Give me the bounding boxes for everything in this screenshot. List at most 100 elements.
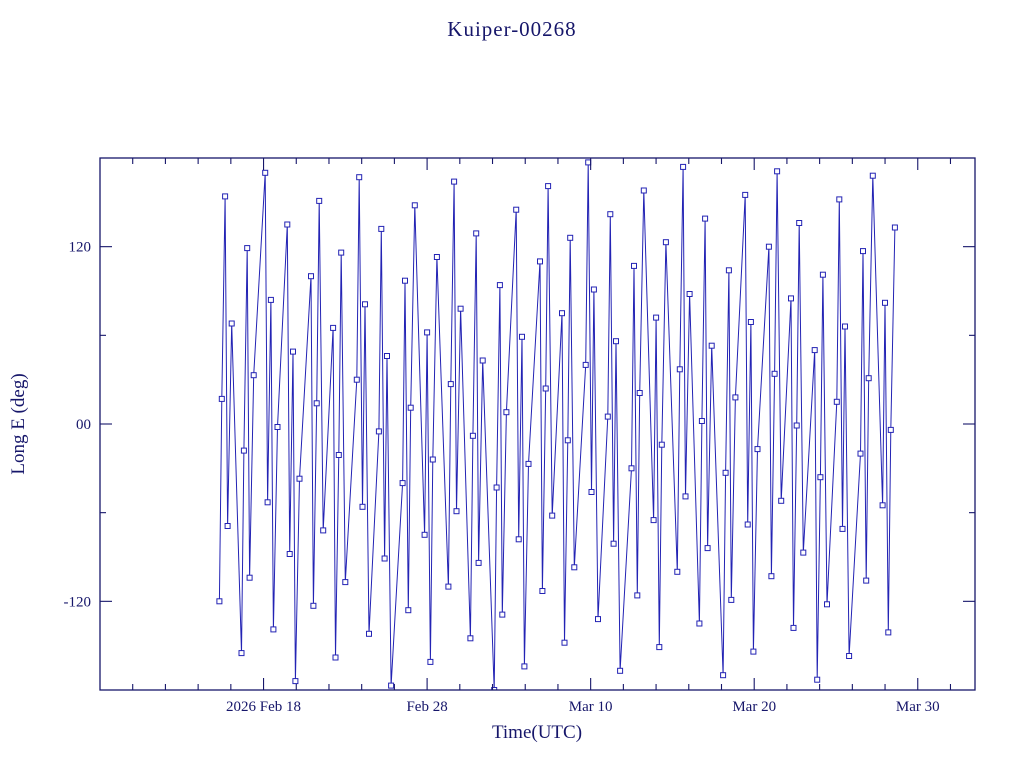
- data-point-marker: [650, 517, 657, 524]
- data-point-marker: [359, 503, 366, 510]
- data-point-marker: [857, 450, 864, 457]
- data-point-marker: [842, 323, 848, 330]
- data-point-marker: [863, 577, 870, 584]
- data-point-marker: [475, 559, 482, 566]
- data-point-marker: [445, 583, 452, 590]
- data-point-marker: [479, 357, 486, 364]
- data-point-marker: [313, 400, 320, 407]
- data-point-marker: [860, 248, 866, 255]
- data-point-marker: [525, 460, 532, 467]
- data-point-marker: [754, 446, 761, 453]
- data-point-marker: [270, 626, 277, 633]
- data-point-marker: [549, 512, 556, 519]
- data-point-marker: [338, 249, 345, 256]
- data-point-marker: [473, 230, 480, 237]
- data-point-marker: [662, 239, 669, 246]
- data-point-marker: [793, 422, 800, 429]
- data-point-marker: [742, 191, 749, 198]
- data-point-marker: [218, 395, 225, 402]
- y-tick-label: -120: [64, 594, 92, 610]
- data-point-marker: [216, 598, 223, 605]
- y-tick-label: 00: [76, 417, 91, 433]
- data-point-marker: [264, 499, 271, 506]
- data-point-marker: [353, 376, 360, 383]
- data-point-marker: [628, 465, 635, 472]
- data-point-marker: [267, 296, 274, 303]
- data-point-marker: [332, 654, 339, 661]
- data-point-marker: [519, 333, 525, 340]
- x-tick-label: Mar 10: [569, 699, 613, 715]
- data-point-marker: [869, 172, 876, 179]
- data-point-marker: [676, 366, 683, 373]
- data-point-marker: [696, 620, 703, 627]
- data-point-marker: [342, 579, 349, 586]
- data-point-marker: [539, 588, 546, 594]
- data-point-marker: [362, 301, 368, 308]
- data-point-marker: [402, 277, 408, 284]
- data-point-marker: [290, 348, 296, 355]
- data-point-marker: [686, 291, 693, 297]
- data-point-marker: [604, 413, 611, 420]
- data-point-marker: [421, 531, 428, 538]
- data-point-marker: [310, 602, 317, 609]
- data-point-marker: [515, 536, 522, 543]
- data-point-marker: [702, 215, 709, 222]
- data-point-marker: [433, 254, 440, 260]
- data-point-marker: [388, 682, 395, 689]
- data-point-marker: [244, 245, 251, 252]
- data-point-marker: [335, 452, 342, 458]
- data-point-marker: [607, 211, 614, 218]
- data-point-marker: [238, 650, 245, 657]
- data-point-marker: [274, 424, 281, 430]
- data-point-marker: [545, 183, 552, 190]
- data-point-marker: [833, 398, 840, 405]
- data-point-marker: [674, 568, 681, 575]
- data-point-marker: [595, 616, 601, 623]
- data-point-marker: [865, 375, 872, 382]
- data-point-marker: [411, 202, 418, 209]
- data-point-marker: [796, 220, 803, 226]
- data-point-marker: [496, 282, 503, 289]
- data-point-marker: [330, 324, 337, 331]
- data-point-marker: [250, 372, 257, 379]
- data-point-marker: [658, 441, 665, 448]
- data-point-marker: [750, 648, 757, 655]
- y-tick-label: 120: [69, 240, 92, 256]
- data-point-marker: [778, 497, 785, 504]
- data-point-marker: [610, 540, 617, 547]
- data-point-marker: [680, 163, 687, 170]
- data-point-marker: [564, 437, 571, 444]
- data-point-marker: [571, 564, 578, 571]
- data-point-marker: [384, 353, 390, 359]
- data-point-marker: [381, 555, 388, 562]
- data-point-marker: [429, 456, 436, 463]
- x-tick-label: 2026 Feb 18: [226, 699, 301, 715]
- data-point-marker: [725, 267, 732, 274]
- data-point-marker: [559, 310, 565, 317]
- data-point-marker: [399, 480, 406, 487]
- plot-frame: [99, 157, 976, 691]
- data-point-marker: [582, 361, 589, 368]
- data-point-marker: [499, 611, 506, 618]
- data-line: [218, 162, 896, 690]
- data-point-marker: [561, 639, 568, 646]
- data-point-marker: [292, 678, 299, 685]
- data-point-marker: [469, 432, 476, 439]
- data-point-marker: [819, 271, 826, 278]
- data-point-marker: [222, 193, 229, 200]
- data-point-marker: [817, 474, 824, 481]
- data-point-marker: [521, 663, 528, 670]
- data-point-marker: [585, 159, 592, 166]
- data-point-marker: [246, 574, 253, 581]
- data-point-marker: [788, 295, 794, 302]
- data-point-marker: [308, 273, 314, 280]
- data-point-marker: [636, 390, 643, 396]
- data-point-marker: [891, 224, 898, 231]
- data-point-marker: [378, 225, 385, 232]
- data-point-marker: [682, 493, 689, 500]
- data-point-marker: [491, 687, 498, 690]
- data-point-marker: [457, 305, 464, 312]
- data-point-marker: [262, 169, 269, 176]
- data-point-marker: [790, 624, 797, 631]
